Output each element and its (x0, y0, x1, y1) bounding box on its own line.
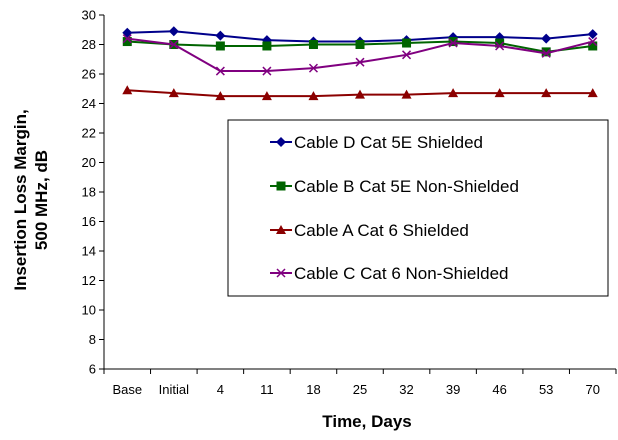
data-point (448, 38, 458, 48)
data-point (495, 41, 505, 51)
y-tick-label: 28 (82, 37, 96, 52)
data-point (168, 26, 179, 37)
x-axis-title: Time, Days (322, 412, 411, 431)
legend-marker (276, 137, 286, 147)
legend-box (227, 119, 609, 297)
y-tick-label: 24 (82, 96, 96, 111)
series-layer (122, 26, 598, 101)
data-point (122, 27, 133, 38)
y-tick-label: 22 (82, 126, 96, 141)
x-tick-label: 25 (353, 382, 367, 397)
legend-label: Cable C Cat 6 Non-Shielded (294, 264, 509, 283)
x-tick-label: 70 (585, 382, 599, 397)
y-tick-label: 16 (82, 214, 96, 229)
data-point (261, 91, 272, 101)
legend-marker (276, 181, 286, 191)
data-point (587, 29, 598, 40)
data-point (355, 40, 365, 49)
x-tick-label: 4 (217, 382, 224, 397)
y-tick-label: 8 (89, 332, 96, 347)
y-tick-label: 20 (82, 155, 96, 170)
x-tick-label: Base (112, 382, 142, 397)
data-point (587, 88, 598, 98)
data-point (355, 89, 365, 99)
data-point (308, 40, 318, 49)
legend-item: Cable C Cat 6 Non-Shielded (270, 264, 509, 283)
legend-marker (276, 225, 286, 234)
data-point (169, 39, 179, 50)
data-point (541, 47, 551, 57)
x-tick-label: 53 (539, 382, 553, 397)
x-axis-ticks: Base Initial 4 11 18 25 32 39 46 53 70 (103, 369, 617, 397)
series-4 (122, 34, 598, 76)
y-axis-ticks: 6 8 10 12 14 16 18 20 22 24 26 28 30 (82, 8, 104, 377)
y-axis-title-line-2: 500 MHz, dB (32, 150, 51, 250)
data-point (402, 38, 412, 48)
data-point (401, 89, 412, 99)
data-point (448, 88, 459, 98)
data-point (262, 41, 272, 51)
data-point (215, 30, 226, 41)
data-point (495, 38, 505, 48)
x-tick-label: 32 (399, 382, 413, 397)
data-point (494, 88, 505, 98)
data-point (215, 41, 225, 51)
legend-item: Cable D Cat 5E Shielded (270, 133, 483, 152)
data-point (262, 66, 272, 76)
data-point (448, 37, 458, 47)
y-tick-label: 26 (82, 67, 96, 82)
legend-label: Cable A Cat 6 Shielded (294, 221, 469, 240)
data-point (308, 91, 319, 101)
data-point (541, 88, 552, 98)
x-tick-label: 11 (260, 382, 274, 397)
y-axis-title-line-1: Insertion Loss Margin, (11, 109, 30, 290)
y-tick-label: 12 (82, 273, 96, 288)
series-3 (122, 85, 598, 101)
y-tick-label: 10 (82, 303, 96, 318)
x-tick-label: Initial (159, 382, 189, 397)
data-point (122, 34, 132, 44)
x-tick-label: 18 (306, 382, 320, 397)
legend-label: Cable D Cat 5E Shielded (294, 133, 483, 152)
y-tick-label: 14 (82, 244, 96, 259)
legend-label: Cable B Cat 5E Non-Shielded (294, 177, 519, 196)
x-tick-label: 39 (446, 382, 460, 397)
data-point (588, 37, 598, 47)
legend-marker (276, 268, 286, 278)
data-point (588, 41, 598, 51)
data-point (402, 50, 412, 60)
legend: Cable D Cat 5E Shielded Cable B Cat 5E No… (227, 119, 609, 297)
data-point (355, 57, 365, 67)
data-point (541, 33, 552, 44)
x-tick-label: 46 (492, 382, 506, 397)
data-point (215, 91, 226, 101)
y-tick-label: 18 (82, 185, 96, 200)
data-point (215, 66, 225, 76)
legend-item: Cable A Cat 6 Shielded (270, 221, 469, 240)
legend-items: Cable D Cat 5E Shielded Cable B Cat 5E No… (270, 133, 519, 283)
data-point (308, 63, 318, 73)
data-point (541, 48, 551, 58)
y-tick-label: 6 (89, 362, 96, 377)
data-point (122, 37, 132, 47)
data-point (122, 85, 133, 95)
data-point (168, 88, 179, 98)
y-tick-label: 30 (82, 8, 96, 23)
legend-item: Cable B Cat 5E Non-Shielded (270, 177, 519, 196)
